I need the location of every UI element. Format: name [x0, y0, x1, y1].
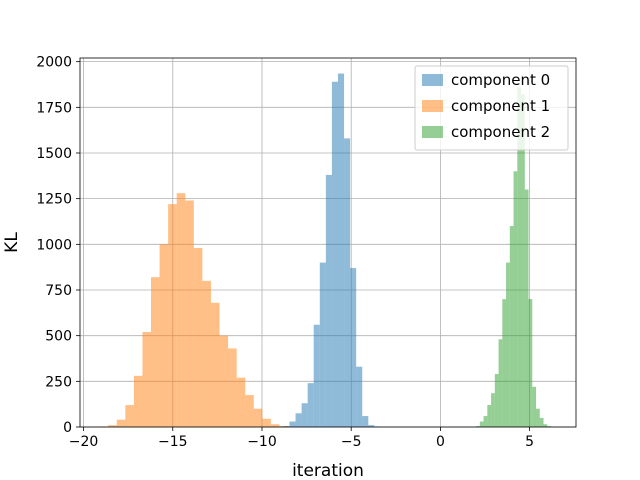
histogram-bar — [532, 386, 537, 427]
y-tick-label: 250 — [45, 374, 72, 390]
plot-frame — [79, 57, 577, 428]
legend-swatch — [422, 126, 443, 138]
histogram-bar — [517, 87, 522, 427]
histogram-bar — [506, 262, 510, 427]
histogram-bar — [228, 348, 237, 427]
histogram-bar — [513, 171, 518, 427]
series-0-bars — [283, 73, 381, 428]
legend-label: component 1 — [451, 97, 550, 115]
histogram-bar — [219, 335, 229, 427]
histogram-bar — [133, 375, 143, 427]
ticks: −20 −15 −10 −5 0 5 0 250 500 750 1000 1250 1500 1750 2… — [36, 55, 534, 450]
histogram-bar — [289, 421, 296, 427]
histogram-bar — [210, 302, 220, 427]
histogram-bar — [344, 138, 351, 428]
histogram-bar — [193, 247, 203, 427]
histogram-bar — [337, 73, 345, 428]
histogram-bar — [202, 280, 211, 427]
histogram-bar — [528, 299, 533, 427]
histogram-bar — [319, 262, 326, 427]
histogram-bar — [301, 403, 308, 427]
histogram-bar — [125, 405, 134, 427]
x-tick-label: −15 — [158, 434, 188, 450]
histogram-bar — [483, 416, 488, 427]
histogram-bar — [368, 425, 375, 427]
histogram-bar — [498, 339, 503, 427]
histogram-bar — [151, 277, 160, 427]
histogram-bar — [176, 193, 186, 427]
histogram-bar — [479, 421, 484, 427]
histogram-bar — [502, 299, 507, 427]
y-tick-label: 1750 — [36, 100, 72, 116]
histogram-bar — [543, 424, 548, 427]
histogram-bar — [313, 324, 320, 427]
histogram-bar — [168, 204, 177, 427]
legend-swatch — [422, 74, 443, 86]
series-2-bars — [476, 87, 552, 427]
legend-swatch — [422, 100, 443, 112]
histogram-bar — [509, 226, 514, 427]
histogram-bar — [245, 395, 254, 427]
legend-label: component 0 — [451, 71, 550, 89]
histogram-bar — [185, 200, 194, 427]
histogram-bar — [262, 418, 271, 427]
x-tick-label: −5 — [341, 434, 362, 450]
y-tick-label: 1500 — [36, 146, 72, 162]
y-tick-label: 500 — [45, 329, 72, 345]
histogram-bar — [307, 383, 314, 427]
y-axis-label: KL — [2, 232, 22, 253]
x-tick-label: 0 — [436, 434, 445, 450]
histogram-bar — [356, 366, 363, 427]
bars — [99, 73, 552, 428]
y-tick-label: 750 — [45, 283, 72, 299]
histogram-bar — [270, 424, 280, 427]
x-tick-label: 5 — [525, 434, 534, 450]
histogram-bar — [521, 94, 525, 427]
histogram-bar — [236, 377, 246, 427]
histogram-bar — [547, 426, 552, 427]
y-tick-label: 1000 — [36, 237, 72, 253]
histogram-bar — [116, 419, 126, 427]
histogram-bar — [536, 408, 540, 427]
y-tick-label: 1250 — [36, 192, 72, 208]
histogram-bar — [539, 417, 544, 427]
histogram-bar — [108, 425, 117, 427]
y-tick-label: 0 — [63, 420, 72, 436]
x-tick-label: −20 — [69, 434, 99, 450]
histogram-bar — [487, 405, 492, 427]
y-tick-label: 2000 — [36, 55, 72, 71]
histogram-bar — [279, 426, 289, 427]
histogram-bar — [253, 408, 263, 427]
histogram-bar — [524, 189, 529, 427]
histogram-bar — [331, 81, 338, 427]
x-axis-label: iteration — [292, 461, 364, 480]
histogram-bar — [362, 416, 369, 427]
histogram-bar — [494, 374, 499, 427]
series-1-bars — [99, 193, 289, 427]
histogram-bar — [350, 268, 357, 427]
legend: component 0 component 1 component 2 — [414, 65, 569, 151]
legend-box — [414, 65, 569, 151]
legend-label: component 2 — [451, 123, 550, 141]
histogram-bar — [159, 244, 169, 427]
histogram-bar — [325, 174, 332, 427]
histogram-bar — [295, 413, 302, 427]
histogram-bar — [491, 393, 495, 427]
histogram-bar — [142, 332, 152, 427]
histogram-bar — [476, 426, 480, 427]
x-tick-label: −10 — [247, 434, 277, 450]
